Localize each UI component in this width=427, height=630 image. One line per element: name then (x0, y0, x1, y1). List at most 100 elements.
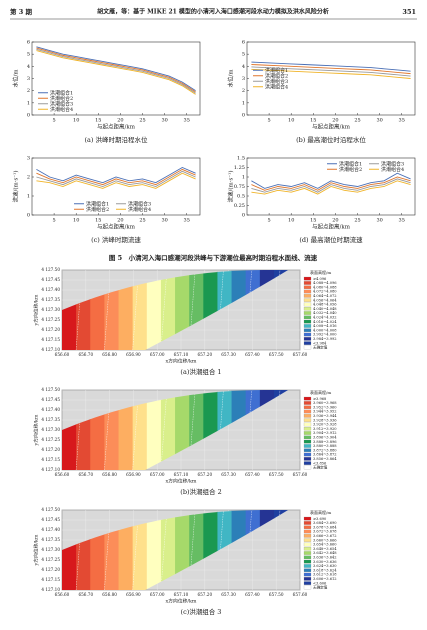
map-y-tick-label: 4 127.50 (41, 267, 60, 272)
contour-line (132, 390, 139, 470)
chart-caption: (a) 洪峰时期沿程水位 (84, 135, 148, 144)
map-x-tick-label: 657.60 (293, 352, 308, 357)
map-caption: (b)洪潮组合 2 (180, 487, 221, 496)
legend-label: 洪潮组合2 (265, 72, 288, 79)
x-tick-label: 35 (399, 118, 405, 124)
series-line (36, 47, 196, 93)
map-legend-swatch (303, 337, 312, 341)
map-legend-swatch (303, 409, 312, 414)
map-legend-label: 4.056~4.064 (313, 298, 337, 302)
map-x-axis-label: x方向位移/km (166, 358, 197, 365)
map-legend-label: 4.040~4.048 (313, 307, 337, 311)
contour-line (75, 390, 83, 470)
y-axis-label: 水位/m (12, 69, 20, 88)
map-legend-swatch (303, 328, 312, 333)
map-y-tick-label: 4 127.40 (41, 527, 60, 532)
map-legend-label: 3.660~3.666 (313, 538, 337, 542)
x-tick-label: 30 (376, 118, 382, 124)
map-legend-swatch (303, 414, 312, 418)
map-legend-swatch (303, 332, 312, 337)
contour-line (160, 390, 168, 470)
map-legend-label: 4.048~4.056 (313, 303, 337, 307)
x-tick-label: 20 (117, 218, 123, 224)
map-y-tick-label: 4 127.30 (41, 307, 60, 312)
map-x-tick-label: 657.30 (221, 472, 236, 477)
map-legend-swatch (303, 465, 312, 470)
contour-line (104, 390, 111, 470)
map-legend-swatch (303, 345, 312, 350)
map-legend-swatch (303, 427, 312, 431)
plot-frame (31, 157, 201, 216)
map-legend-swatch (303, 457, 312, 461)
y-tick-label: 0.75 (234, 184, 245, 190)
map-x-tick-label: 656.80 (102, 592, 117, 597)
map-legend-swatch (303, 448, 312, 453)
map-legend-label: 3.904~3.912 (313, 431, 337, 435)
elevation-band (132, 270, 148, 350)
map-legend-label: 3.642~3.648 (313, 551, 337, 555)
map-legend-swatch (303, 546, 312, 551)
map-y-tick-label: 4 127.35 (41, 537, 60, 542)
map-legend-swatch (303, 555, 312, 560)
map-x-tick-label: 657.00 (150, 352, 165, 357)
x-tick-label: 35 (399, 218, 405, 224)
contour-line (104, 510, 111, 590)
legend-label: 洪潮组合4 (128, 206, 151, 213)
elevation-band (160, 510, 176, 590)
x-axis-label: 与起点距离/km (312, 223, 351, 231)
y-tick-label: 0 (27, 113, 30, 119)
map-legend-label: 3.636~3.642 (313, 556, 337, 560)
x-tick-label: 10 (73, 218, 79, 224)
map-legend-label: 4.072~4.080 (313, 290, 337, 294)
x-tick-label: 15 (95, 118, 101, 124)
map-legend-label: 4.088~4.096 (313, 281, 337, 285)
issue: 第 3 期 (10, 7, 33, 16)
series-line (36, 48, 196, 94)
map-y-tick-label: 4 127.10 (41, 347, 60, 352)
map-y-tick-label: 4 127.20 (41, 567, 60, 572)
map-legend-label: 3.630~3.636 (313, 560, 337, 564)
series-line (36, 166, 196, 184)
map-legend-swatch (303, 444, 312, 448)
y-tick-label: 1.5 (237, 156, 245, 162)
map-legend-label: 3.912~3.920 (313, 427, 337, 431)
contour-line (132, 270, 139, 350)
x-tick-label: 15 (310, 118, 316, 124)
map-x-tick-label: 657.10 (174, 592, 189, 597)
map-y-tick-label: 4 127.15 (41, 577, 60, 582)
map-legend-label: <3.606 (313, 581, 327, 585)
map-x-tick-label: 657.20 (197, 592, 212, 597)
map-legend-swatch (303, 401, 312, 405)
legend-label: 洪潮组合4 (265, 83, 288, 90)
y-tick-label: 3 (242, 76, 245, 82)
series-line (251, 176, 411, 191)
map-x-axis-label: x方向位移/km (166, 478, 197, 485)
map-caption: (a)洪潮组合 1 (180, 367, 221, 376)
map-x-tick-label: 656.60 (55, 472, 70, 477)
elevation-band (146, 510, 162, 590)
map-legend-label: 3.654~3.660 (313, 543, 337, 547)
chart-caption: (b) 最高潮位时沿程水位 (296, 135, 366, 144)
map-y-tick-label: 4 127.20 (41, 447, 60, 452)
map-x-tick-label: 657.50 (269, 592, 284, 597)
map-x-tick-label: 657.60 (293, 472, 308, 477)
map-legend-label: 3.920~3.928 (313, 423, 337, 427)
x-tick-label: 25 (354, 218, 360, 224)
map-x-tick-label: 656.70 (78, 592, 93, 597)
map-legend-title: 表面高程/m (310, 509, 331, 515)
map-y-tick-label: 4 127.10 (41, 467, 60, 472)
figure-caption: 图 5 小清河入海口感潮河段洪峰与下游潮位最高时期沿程水面线、流速 (109, 253, 318, 262)
map-legend-label: 3.856~3.864 (313, 457, 337, 461)
map-y-tick-label: 4 127.35 (41, 297, 60, 302)
x-tick-label: 30 (376, 218, 382, 224)
x-tick-label: 25 (139, 218, 145, 224)
elevation-band (132, 510, 148, 590)
map-legend-label: ≥3.690 (313, 517, 327, 521)
map-legend-label: <3.856 (313, 461, 327, 465)
map-legend-swatch (303, 319, 312, 324)
legend-label: 洪潮组合1 (339, 160, 362, 167)
map-legend-swatch (303, 307, 312, 311)
elevation-band (160, 390, 176, 470)
map-legend-label: 3.624~3.630 (313, 564, 337, 568)
map-y-tick-label: 4 127.45 (41, 397, 60, 402)
